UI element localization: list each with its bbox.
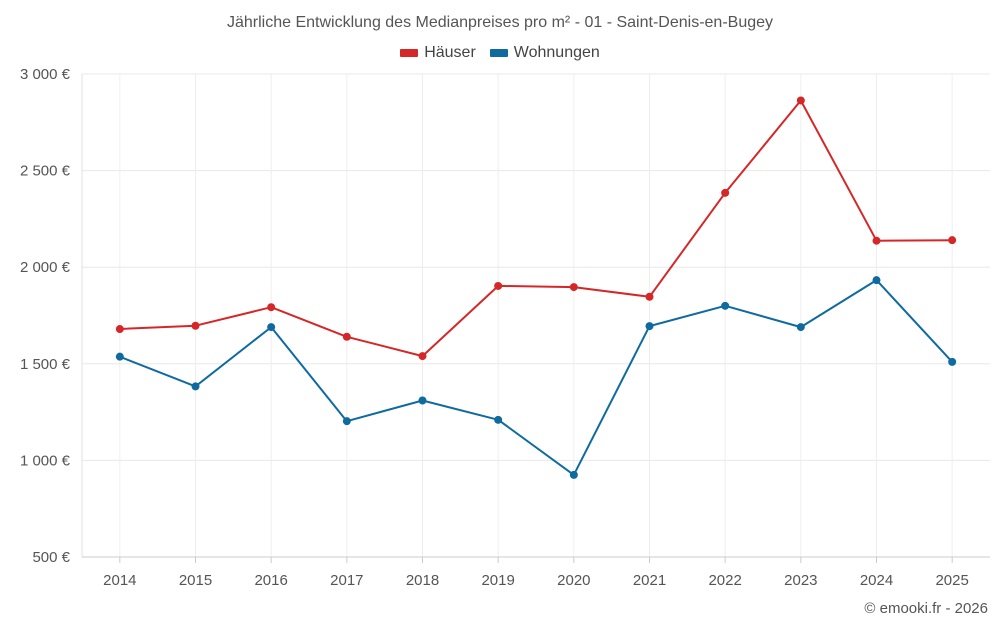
x-tick-label: 2014: [103, 572, 136, 589]
y-tick-label: 2 500 €: [20, 163, 71, 180]
x-tick-label: 2020: [557, 572, 590, 589]
series-line-wohnungen: [119, 279, 953, 476]
legend-label-haeuser: Häuser: [424, 44, 476, 61]
data-point-wohnungen: [342, 417, 351, 426]
x-tick-label: 2016: [254, 572, 287, 589]
data-point-wohnungen: [645, 322, 654, 331]
y-tick-label: 500 €: [32, 549, 70, 566]
y-tick-label: 2 000 €: [20, 259, 71, 276]
series-line-haeuser: [119, 99, 953, 358]
data-point-wohnungen: [494, 415, 503, 424]
credit-text: © emooki.fr - 2026: [864, 600, 988, 617]
legend: Häuser Wohnungen: [0, 44, 1000, 62]
legend-item-wohnungen[interactable]: Wohnungen: [489, 44, 600, 62]
data-point-haeuser: [342, 332, 351, 341]
x-tick-label: 2017: [330, 572, 363, 589]
data-point-wohnungen: [796, 323, 805, 332]
x-tick-label: 2023: [784, 572, 817, 589]
legend-label-wohnungen: Wohnungen: [513, 44, 600, 61]
y-tick-label: 1 000 €: [20, 452, 71, 469]
data-point-wohnungen: [115, 352, 124, 361]
data-point-haeuser: [569, 283, 578, 292]
data-point-haeuser: [645, 292, 654, 301]
x-tick-label: 2022: [708, 572, 741, 589]
chart-title: Jährliche Entwicklung des Medianpreises …: [226, 14, 774, 31]
data-point-wohnungen: [872, 276, 881, 285]
y-tick-label: 1 500 €: [20, 356, 71, 373]
x-tick-label: 2018: [406, 572, 439, 589]
y-tick-label: 3 000 €: [20, 66, 71, 83]
data-point-haeuser: [872, 236, 881, 245]
data-point-wohnungen: [569, 470, 578, 479]
data-point-wohnungen: [267, 323, 276, 332]
x-tick-label: 2025: [935, 572, 968, 589]
data-point-haeuser: [115, 325, 124, 334]
x-tick-label: 2021: [633, 572, 666, 589]
x-tick-label: 2024: [860, 572, 893, 589]
legend-item-haeuser[interactable]: Häuser: [400, 44, 476, 62]
data-point-haeuser: [418, 352, 427, 361]
x-tick-label: 2015: [179, 572, 212, 589]
data-point-haeuser: [948, 236, 957, 245]
legend-swatch-wohnungen: [489, 49, 508, 57]
data-point-haeuser: [494, 281, 503, 290]
data-point-wohnungen: [418, 396, 427, 405]
data-point-haeuser: [796, 96, 805, 105]
x-tick-label: 2019: [481, 572, 514, 589]
data-point-wohnungen: [948, 357, 957, 366]
data-point-wohnungen: [721, 301, 730, 310]
data-point-haeuser: [721, 188, 730, 197]
data-point-haeuser: [191, 321, 200, 330]
data-point-wohnungen: [191, 382, 200, 391]
legend-swatch-haeuser: [400, 49, 419, 57]
data-point-haeuser: [267, 303, 276, 312]
